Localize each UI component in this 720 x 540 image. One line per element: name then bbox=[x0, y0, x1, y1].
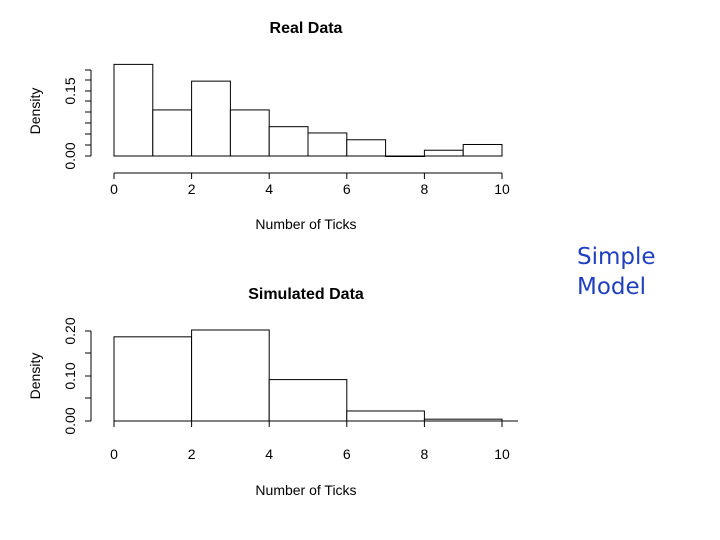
histogram-bar bbox=[191, 329, 270, 422]
x-tick-label: 4 bbox=[265, 181, 273, 197]
chart-title: Real Data bbox=[270, 20, 343, 37]
x-axis-label: Number of Ticks bbox=[255, 216, 356, 232]
histogram-bar bbox=[229, 109, 270, 157]
histogram-bar bbox=[268, 379, 348, 422]
histogram-bar bbox=[462, 143, 503, 157]
histogram-bar bbox=[346, 139, 387, 157]
y-tick-label: 0.10 bbox=[62, 362, 78, 389]
x-tick-label: 8 bbox=[421, 181, 429, 197]
histogram-bar bbox=[152, 109, 193, 157]
chart-title: Simulated Data bbox=[248, 286, 364, 303]
histogram-bar bbox=[307, 132, 348, 157]
side-label-line2: Model bbox=[577, 274, 647, 300]
side-label: Simple Model bbox=[577, 242, 687, 302]
y-axis-label: Density bbox=[27, 353, 43, 400]
y-axis-label: Density bbox=[27, 88, 43, 135]
x-tick-label: 0 bbox=[110, 181, 118, 197]
y-tick-label: 0.20 bbox=[62, 317, 78, 344]
histogram-bar bbox=[268, 126, 309, 157]
x-tick-label: 2 bbox=[188, 181, 196, 197]
side-label-line1: Simple bbox=[577, 244, 656, 270]
x-tick-label: 2 bbox=[188, 446, 196, 462]
histogram-bar bbox=[113, 63, 154, 157]
y-tick-label: 0.00 bbox=[62, 142, 78, 169]
x-tick-label: 10 bbox=[494, 446, 510, 462]
x-tick-label: 10 bbox=[494, 181, 510, 197]
y-tick-label: 0.15 bbox=[62, 77, 78, 104]
histogram-bar bbox=[385, 155, 425, 157]
histogram-bar bbox=[113, 336, 193, 422]
x-tick-label: 0 bbox=[110, 446, 118, 462]
histogram-bar bbox=[191, 80, 231, 157]
histogram-bar bbox=[346, 410, 425, 422]
y-tick-label: 0.00 bbox=[62, 407, 78, 434]
x-tick-label: 6 bbox=[343, 181, 351, 197]
x-tick-label: 6 bbox=[343, 446, 351, 462]
histogram-bar bbox=[423, 149, 464, 157]
x-tick-label: 4 bbox=[265, 446, 273, 462]
x-tick-label: 8 bbox=[421, 446, 429, 462]
x-axis-label: Number of Ticks bbox=[255, 482, 356, 498]
